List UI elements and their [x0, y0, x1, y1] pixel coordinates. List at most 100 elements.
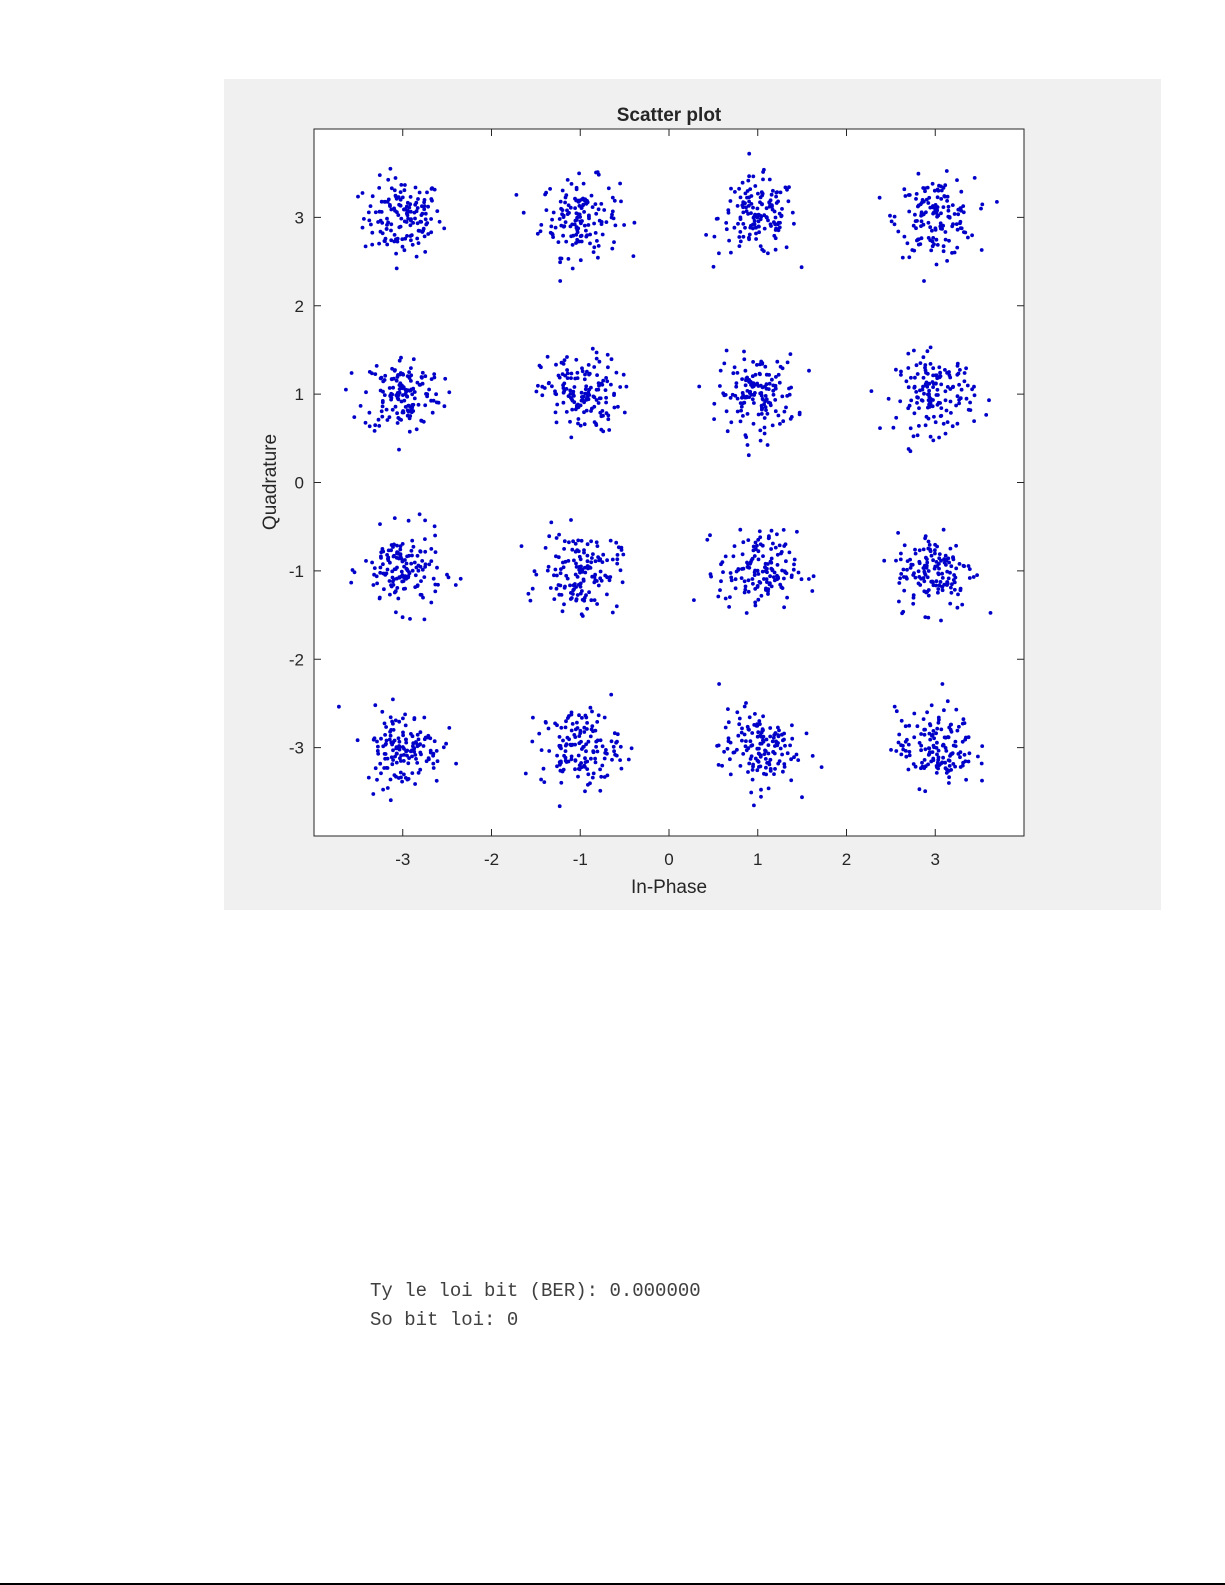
scatter-point: [632, 220, 637, 225]
scatter-point: [741, 393, 745, 398]
scatter-point: [594, 398, 599, 402]
scatter-point: [929, 553, 934, 558]
scatter-point: [721, 570, 725, 574]
scatter-point: [577, 565, 582, 569]
scatter-point: [592, 245, 597, 250]
scatter-point: [409, 732, 413, 736]
scatter-point: [611, 744, 616, 749]
scatter-point: [749, 383, 753, 387]
scatter-point: [782, 605, 786, 610]
scatter-point: [947, 560, 951, 565]
scatter-point: [764, 386, 769, 391]
scatter-point: [907, 723, 912, 728]
scatter-point: [790, 723, 794, 728]
scatter-point: [569, 435, 574, 440]
scatter-point: [385, 418, 390, 422]
x-tick-label: -2: [484, 850, 499, 869]
scatter-point: [414, 757, 418, 761]
scatter-point: [593, 756, 597, 761]
scatter-point: [429, 547, 434, 551]
scatter-point: [562, 586, 567, 590]
scatter-point: [716, 763, 721, 767]
scatter-point: [764, 577, 769, 581]
scatter-point: [394, 610, 398, 615]
scatter-point: [612, 198, 617, 203]
scatter-point: [759, 593, 764, 598]
scatter-point: [742, 732, 747, 737]
scatter-point: [738, 239, 743, 244]
scatter-point: [955, 364, 960, 368]
scatter-point: [931, 211, 935, 216]
scatter-point: [760, 397, 765, 401]
scatter-point: [756, 572, 761, 576]
scatter-point: [773, 222, 777, 227]
scatter-point: [573, 572, 578, 577]
scatter-point: [551, 210, 556, 215]
scatter-point: [378, 388, 383, 393]
scatter-point: [398, 547, 403, 552]
scatter-point: [767, 536, 771, 540]
scatter-point: [751, 764, 755, 769]
scatter-point: [589, 193, 594, 198]
scatter-point: [349, 580, 354, 585]
y-tick-label: -3: [289, 739, 304, 758]
scatter-point: [756, 191, 760, 196]
scatter-point: [403, 558, 407, 562]
scatter-point: [957, 562, 962, 566]
scatter-point: [610, 246, 615, 251]
scatter-point: [563, 758, 568, 763]
scatter-point: [612, 731, 617, 736]
scatter-point: [596, 401, 601, 405]
scatter-point: [574, 565, 579, 569]
scatter-point: [612, 749, 616, 754]
scatter-point: [388, 733, 393, 738]
scatter-point: [923, 189, 927, 194]
scatter-point: [751, 360, 755, 364]
scatter-point: [421, 226, 426, 231]
scatter-point: [930, 228, 934, 233]
scatter-point: [583, 391, 588, 396]
scatter-point: [429, 197, 434, 201]
scatter-point: [378, 229, 383, 234]
scatter-point: [750, 577, 755, 581]
scatter-point: [411, 544, 416, 549]
scatter-point: [605, 592, 609, 597]
scatter-point: [545, 568, 550, 573]
scatter-point: [778, 190, 783, 195]
scatter-point: [932, 745, 936, 750]
scatter-point: [563, 725, 568, 730]
scatter-point: [935, 214, 939, 219]
scatter-point: [569, 757, 574, 762]
scatter-point: [601, 552, 606, 557]
scatter-point: [762, 402, 766, 407]
x-tick-label: 1: [753, 850, 762, 869]
scatter-point: [944, 169, 949, 173]
scatter-point: [769, 566, 774, 571]
scatter-point: [735, 409, 740, 414]
scatter-point: [778, 220, 782, 225]
scatter-point: [909, 375, 913, 380]
scatter-point: [406, 216, 410, 221]
scatter-point: [565, 576, 570, 581]
scatter-point: [934, 393, 939, 397]
scatter-point: [414, 427, 419, 432]
scatter-point: [772, 772, 776, 776]
scatter-point: [768, 401, 773, 405]
scatter-point: [605, 352, 610, 357]
scatter-point: [924, 414, 929, 419]
scatter-point: [901, 567, 906, 572]
scatter-point: [427, 757, 431, 762]
scatter-point: [891, 425, 896, 430]
scatter-point: [939, 618, 943, 623]
scatter-point: [545, 354, 550, 359]
scatter-point: [355, 738, 360, 743]
scatter-point: [728, 396, 733, 400]
scatter-point: [548, 187, 552, 191]
scatter-point: [387, 579, 392, 583]
scatter-point: [388, 204, 392, 208]
scatter-point: [371, 583, 376, 587]
scatter-point: [951, 578, 956, 582]
scatter-point: [924, 197, 929, 202]
scatter-point: [422, 715, 427, 720]
scatter-point: [414, 200, 419, 205]
